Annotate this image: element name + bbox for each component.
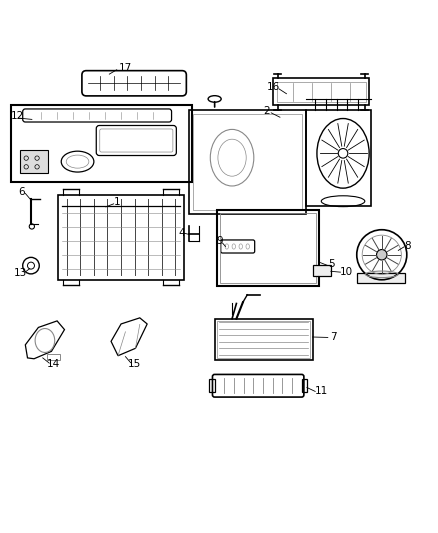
Bar: [47, 353, 60, 360]
Text: 12: 12: [11, 111, 24, 122]
Text: 17: 17: [119, 63, 132, 73]
Text: 11: 11: [314, 386, 328, 397]
Text: 7: 7: [330, 332, 336, 342]
Bar: [217, 210, 319, 286]
Text: 9: 9: [216, 236, 223, 246]
Text: 13: 13: [14, 268, 27, 278]
Text: 5: 5: [328, 260, 335, 269]
Text: 16: 16: [266, 82, 279, 92]
Ellipse shape: [377, 249, 387, 260]
Bar: [313, 265, 331, 276]
Text: 8: 8: [405, 241, 411, 251]
Bar: [273, 78, 369, 106]
Bar: [20, 150, 48, 173]
Text: 6: 6: [18, 187, 25, 197]
Text: 10: 10: [339, 267, 353, 277]
Bar: [11, 106, 191, 182]
Bar: [277, 82, 366, 102]
Bar: [217, 321, 311, 358]
Bar: [209, 379, 215, 392]
Bar: [215, 319, 313, 360]
Bar: [58, 195, 184, 279]
Bar: [193, 114, 302, 210]
Text: 4: 4: [179, 228, 185, 238]
Bar: [306, 110, 371, 206]
Bar: [357, 273, 405, 283]
Text: 15: 15: [127, 359, 141, 369]
Bar: [302, 379, 307, 392]
Text: 1: 1: [113, 197, 120, 207]
Bar: [188, 110, 306, 214]
Bar: [220, 213, 316, 282]
Text: 2: 2: [264, 106, 270, 116]
Text: 14: 14: [47, 359, 60, 369]
